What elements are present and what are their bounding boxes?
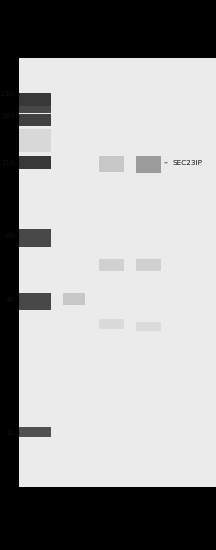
Bar bbox=[19, 93, 51, 106]
Text: 230-: 230- bbox=[1, 91, 17, 97]
Bar bbox=[19, 129, 51, 152]
Bar bbox=[19, 229, 51, 246]
Bar bbox=[136, 156, 161, 173]
Bar bbox=[99, 320, 124, 329]
Text: 40-: 40- bbox=[5, 297, 17, 303]
Bar bbox=[19, 106, 51, 113]
Bar bbox=[99, 156, 124, 172]
Bar bbox=[63, 293, 85, 305]
Bar bbox=[99, 260, 124, 271]
Bar bbox=[136, 322, 161, 331]
Bar bbox=[19, 58, 216, 487]
Text: 180-: 180- bbox=[1, 113, 17, 119]
Bar bbox=[19, 293, 51, 310]
Text: SEC23IP: SEC23IP bbox=[165, 160, 203, 166]
Bar bbox=[19, 156, 51, 169]
Text: 12-: 12- bbox=[5, 430, 17, 436]
Text: 66-: 66- bbox=[5, 233, 17, 239]
Text: 116-: 116- bbox=[1, 160, 17, 166]
Bar bbox=[19, 114, 51, 125]
Bar bbox=[136, 260, 161, 271]
Bar bbox=[19, 427, 51, 437]
